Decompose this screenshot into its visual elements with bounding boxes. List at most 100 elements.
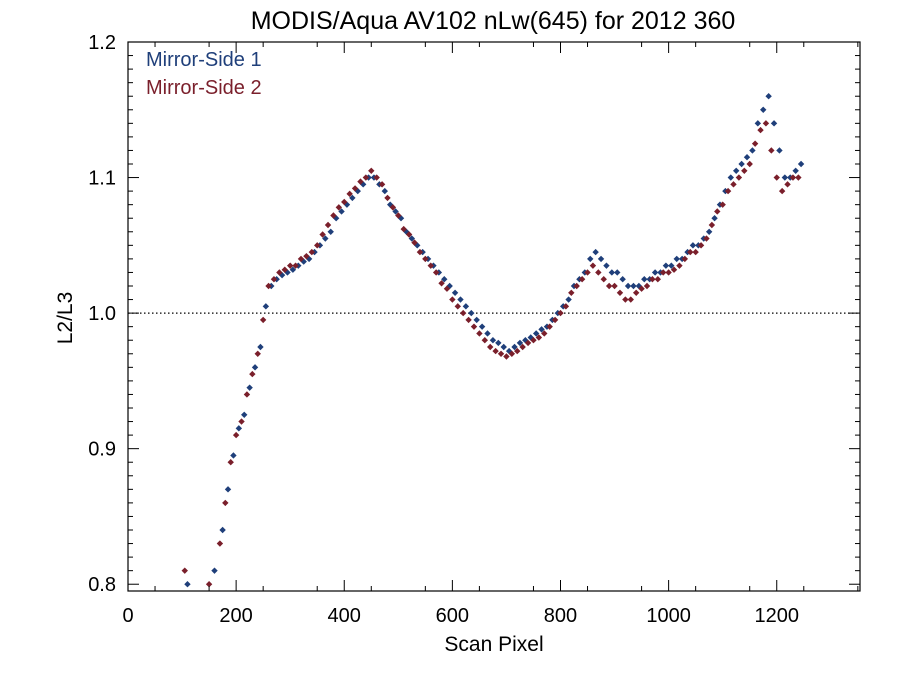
x-tick-label: 800 bbox=[544, 605, 577, 627]
point-series-2 bbox=[546, 323, 553, 330]
point-series-1 bbox=[338, 208, 345, 215]
point-series-1 bbox=[224, 486, 232, 493]
point-series-2 bbox=[676, 262, 683, 269]
point-series-1 bbox=[754, 120, 762, 127]
point-series-2 bbox=[703, 235, 710, 242]
point-series-2 bbox=[768, 147, 775, 154]
point-series-2 bbox=[265, 282, 272, 290]
point-series-2 bbox=[741, 167, 748, 174]
point-series-1 bbox=[457, 296, 464, 303]
point-series-1 bbox=[765, 93, 772, 100]
x-tick-label: 0 bbox=[122, 605, 133, 627]
point-series-1 bbox=[614, 269, 621, 276]
point-series-1 bbox=[251, 364, 259, 371]
point-series-1 bbox=[478, 323, 486, 330]
point-series-2 bbox=[524, 339, 532, 347]
point-series-2 bbox=[670, 266, 678, 273]
point-series-2 bbox=[535, 334, 543, 341]
plot-frame bbox=[127, 41, 861, 592]
point-series-2 bbox=[497, 350, 505, 357]
point-series-2 bbox=[757, 126, 764, 134]
point-series-2 bbox=[481, 337, 489, 344]
point-series-2 bbox=[422, 255, 429, 263]
point-series-2 bbox=[181, 567, 188, 574]
point-series-2 bbox=[541, 330, 548, 337]
point-series-2 bbox=[600, 276, 607, 283]
point-series-2 bbox=[389, 204, 397, 211]
point-series-2 bbox=[341, 198, 348, 206]
point-series-2 bbox=[584, 269, 591, 276]
point-series-1 bbox=[230, 452, 237, 459]
point-series-2 bbox=[632, 289, 640, 296]
point-series-1 bbox=[468, 309, 475, 317]
legend-entry-mirror-side-2: Mirror-Side 2 bbox=[146, 77, 262, 99]
point-series-2 bbox=[503, 353, 510, 360]
point-series-2 bbox=[281, 266, 288, 273]
point-series-1 bbox=[184, 581, 191, 588]
legend-entry-mirror-side-1: Mirror-Side 1 bbox=[146, 49, 262, 71]
point-series-2 bbox=[595, 269, 602, 276]
point-series-1 bbox=[219, 526, 226, 534]
point-series-2 bbox=[373, 174, 380, 181]
point-series-2 bbox=[573, 282, 580, 290]
plot-border bbox=[127, 41, 861, 592]
point-series-2 bbox=[362, 174, 370, 181]
point-series-1 bbox=[738, 160, 745, 168]
point-series-2 bbox=[578, 276, 586, 283]
point-series-2 bbox=[222, 499, 229, 507]
point-series-2 bbox=[254, 350, 261, 357]
point-series-1 bbox=[392, 208, 399, 215]
point-series-2 bbox=[708, 221, 716, 229]
point-series-2 bbox=[622, 296, 629, 303]
point-series-2 bbox=[514, 347, 521, 355]
x-tick-label: 400 bbox=[328, 605, 361, 627]
point-series-2 bbox=[519, 343, 526, 351]
point-series-1 bbox=[630, 282, 637, 290]
point-series-1 bbox=[522, 337, 529, 344]
point-series-2 bbox=[751, 140, 759, 147]
point-series-1 bbox=[349, 194, 356, 202]
point-series-2 bbox=[416, 248, 424, 256]
point-series-2 bbox=[395, 212, 402, 219]
point-series-1 bbox=[246, 384, 253, 391]
point-series-2 bbox=[351, 185, 359, 192]
point-series-1 bbox=[441, 276, 448, 283]
x-tick-label: 200 bbox=[219, 605, 252, 627]
point-series-2 bbox=[427, 262, 434, 269]
point-series-2 bbox=[465, 316, 472, 324]
point-series-1 bbox=[641, 276, 648, 283]
point-series-2 bbox=[784, 181, 791, 188]
point-series-2 bbox=[557, 309, 564, 317]
point-series-1 bbox=[235, 425, 243, 432]
point-series-2 bbox=[605, 282, 613, 290]
ticks-layer: 0 200 400 600 800 1000 1200 0.8 0.9 1.0 1.1 1.2 bbox=[88, 32, 860, 627]
point-series-2 bbox=[714, 208, 721, 215]
point-series-1 bbox=[289, 266, 297, 273]
point-series-2 bbox=[276, 269, 283, 276]
point-series-1 bbox=[354, 187, 361, 195]
y-tick-label: 1.2 bbox=[88, 32, 116, 54]
point-series-2 bbox=[589, 262, 597, 269]
point-series-2 bbox=[400, 225, 407, 233]
y-tick-label: 0.9 bbox=[88, 439, 116, 461]
point-series-1 bbox=[484, 330, 491, 337]
point-series-2 bbox=[681, 255, 689, 263]
point-series-1 bbox=[624, 282, 632, 290]
chart-title: MODIS/Aqua AV102 nLw(645) for 2012 360 bbox=[251, 7, 736, 35]
point-series-1 bbox=[451, 289, 459, 296]
point-series-2 bbox=[259, 316, 267, 324]
point-series-2 bbox=[611, 282, 618, 290]
point-series-2 bbox=[487, 343, 494, 351]
point-series-1 bbox=[322, 235, 329, 242]
point-series-1 bbox=[381, 187, 388, 195]
x-axis-label: Scan Pixel bbox=[444, 633, 543, 656]
point-series-2 bbox=[697, 242, 705, 249]
point-series-2 bbox=[746, 160, 753, 168]
point-series-1 bbox=[597, 255, 605, 263]
point-series-2 bbox=[638, 285, 645, 292]
point-series-2 bbox=[292, 262, 299, 269]
point-series-2 bbox=[368, 167, 375, 174]
point-series-1 bbox=[592, 248, 599, 256]
point-series-2 bbox=[232, 431, 240, 439]
